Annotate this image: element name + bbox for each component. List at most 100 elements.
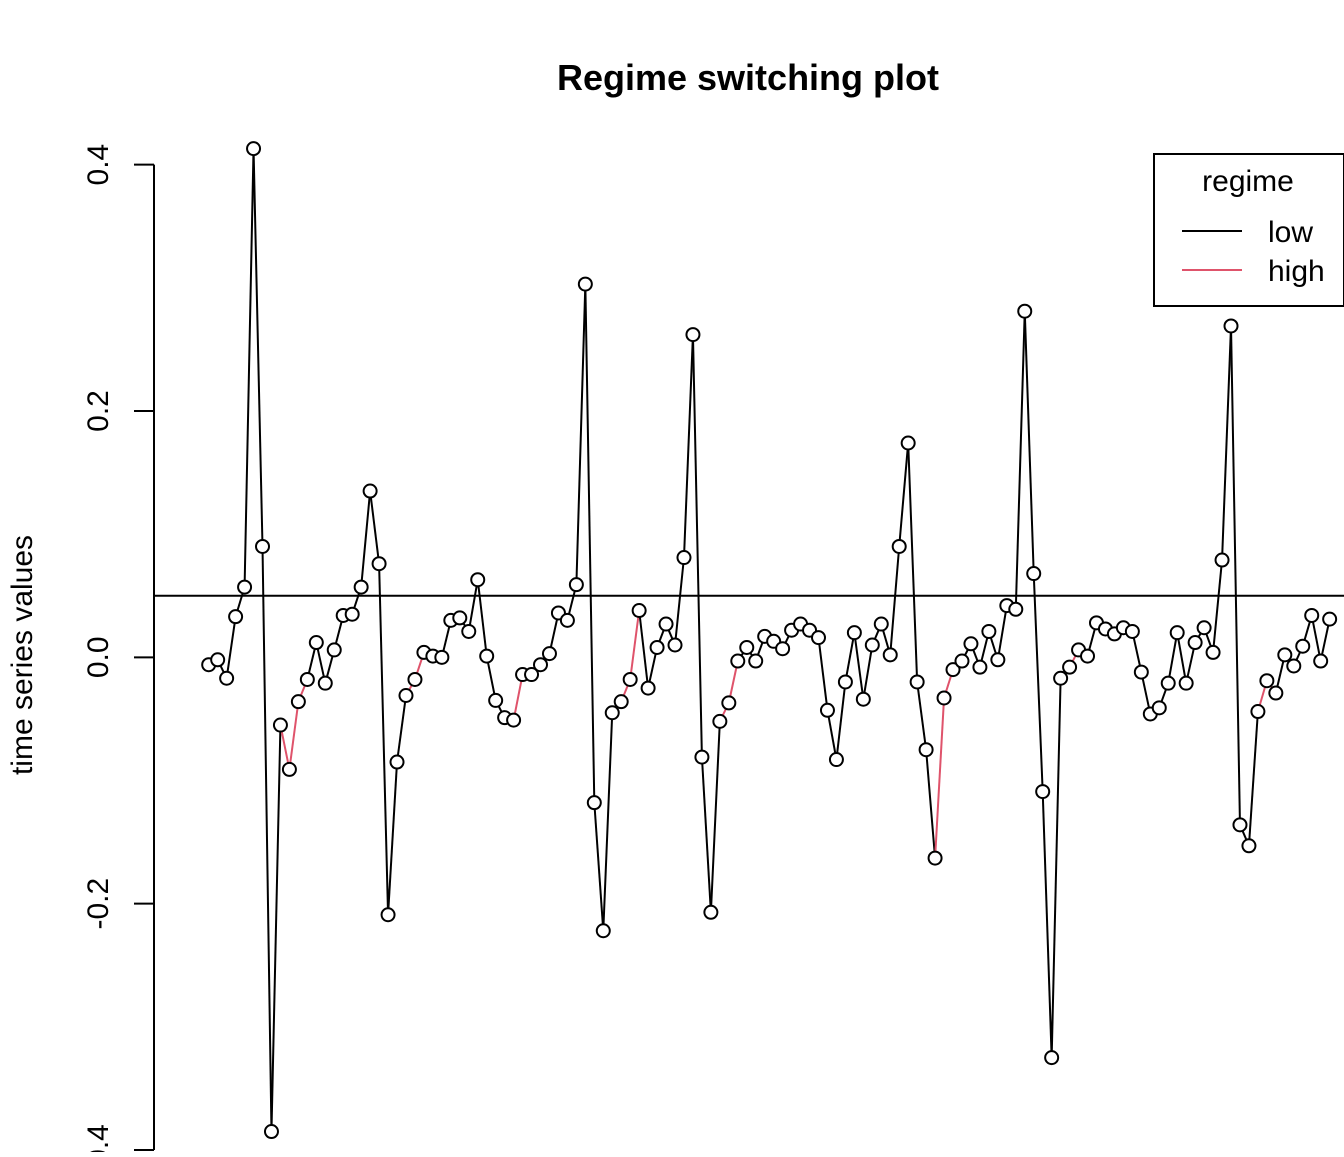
data-point — [1313, 653, 1329, 669]
series-segment-low — [261, 546, 273, 1132]
data-point — [1277, 647, 1293, 663]
data-point — [1026, 566, 1042, 582]
series-segment-low — [916, 681, 928, 750]
series-segment-low — [1167, 632, 1179, 684]
series-segment-low — [996, 605, 1008, 660]
data-point — [775, 641, 791, 657]
series-segment-low — [593, 802, 605, 931]
series-segment-high — [934, 697, 946, 859]
series-segment-low — [826, 710, 838, 760]
data-point — [981, 623, 997, 639]
data-point — [837, 674, 853, 690]
data-point — [470, 572, 486, 588]
data-point — [1286, 658, 1302, 674]
data-point — [1008, 601, 1024, 617]
series-segment-low — [925, 749, 937, 859]
series-segment-low — [691, 334, 703, 758]
data-point — [909, 674, 925, 690]
data-point — [371, 556, 387, 572]
data-point — [712, 713, 728, 729]
data-point — [533, 657, 549, 673]
series-segment-low — [674, 557, 685, 646]
data-point — [873, 616, 889, 632]
data-point — [246, 141, 262, 157]
data-point — [954, 653, 970, 669]
data-point — [936, 690, 952, 706]
legend-title: regime — [1202, 165, 1294, 198]
data-point — [1035, 784, 1051, 800]
data-point — [1053, 670, 1069, 686]
data-point — [362, 483, 378, 499]
data-point — [963, 636, 979, 652]
data-point — [810, 630, 826, 646]
data-point — [263, 1124, 279, 1140]
data-point — [317, 675, 333, 691]
data-point — [990, 652, 1006, 668]
data-point — [1124, 623, 1140, 639]
y-axis-label: time series values — [6, 535, 39, 775]
data-point — [1133, 664, 1149, 680]
data-point — [1044, 1050, 1060, 1066]
data-point — [891, 538, 907, 554]
data-point — [864, 637, 880, 653]
data-point — [640, 680, 656, 696]
data-point — [434, 649, 450, 665]
series-segment-low — [485, 655, 497, 701]
data-point — [1017, 303, 1033, 319]
data-point — [389, 754, 405, 770]
chart-title: Regime switching plot — [557, 57, 939, 98]
series-segment-low — [889, 546, 901, 655]
data-point — [308, 635, 324, 651]
data-point — [613, 694, 629, 710]
data-point — [739, 639, 755, 655]
series-segment-low — [369, 490, 381, 564]
data-point — [649, 639, 665, 655]
data-point — [255, 538, 271, 554]
series-segment-low — [1212, 559, 1224, 653]
series-segment-low — [682, 334, 694, 558]
series-segment-low — [252, 148, 264, 547]
data-point — [694, 749, 710, 765]
data-point — [541, 646, 557, 662]
series-segment-low — [862, 644, 874, 700]
data-point — [228, 609, 244, 625]
data-point — [210, 652, 226, 668]
series-segment-low — [360, 490, 372, 588]
data-point — [703, 904, 719, 920]
series-segment-low — [378, 563, 390, 915]
series-segment-low — [638, 610, 650, 689]
data-point — [1187, 635, 1203, 651]
data-point — [461, 623, 477, 639]
data-point — [1250, 704, 1266, 720]
series-segment-low — [709, 721, 721, 913]
data-point — [219, 670, 235, 686]
data-point — [730, 653, 746, 669]
series-segment-high — [629, 610, 641, 680]
data-point — [667, 637, 683, 653]
data-point — [1259, 673, 1275, 689]
data-point — [326, 642, 342, 658]
data-point — [398, 688, 414, 703]
data-point — [586, 795, 602, 811]
data-point — [272, 717, 288, 733]
data-point — [452, 610, 468, 626]
data-point — [685, 327, 701, 343]
data-point — [828, 752, 844, 768]
data-point — [882, 647, 898, 663]
series-segment-low — [907, 442, 919, 682]
data-point — [344, 606, 360, 622]
data-point — [479, 648, 495, 664]
data-point — [918, 742, 934, 758]
data-point — [972, 659, 988, 675]
data-point — [1304, 607, 1320, 623]
data-point — [631, 603, 647, 619]
data-point — [819, 702, 835, 718]
data-point — [1295, 638, 1311, 654]
data-point — [1214, 552, 1230, 568]
data-point — [1151, 700, 1167, 716]
series-segment-low — [817, 637, 829, 711]
series-segment-low — [584, 284, 596, 803]
series-segment-low — [700, 757, 712, 913]
data-point — [1062, 659, 1078, 675]
series-segment-low — [225, 616, 237, 679]
